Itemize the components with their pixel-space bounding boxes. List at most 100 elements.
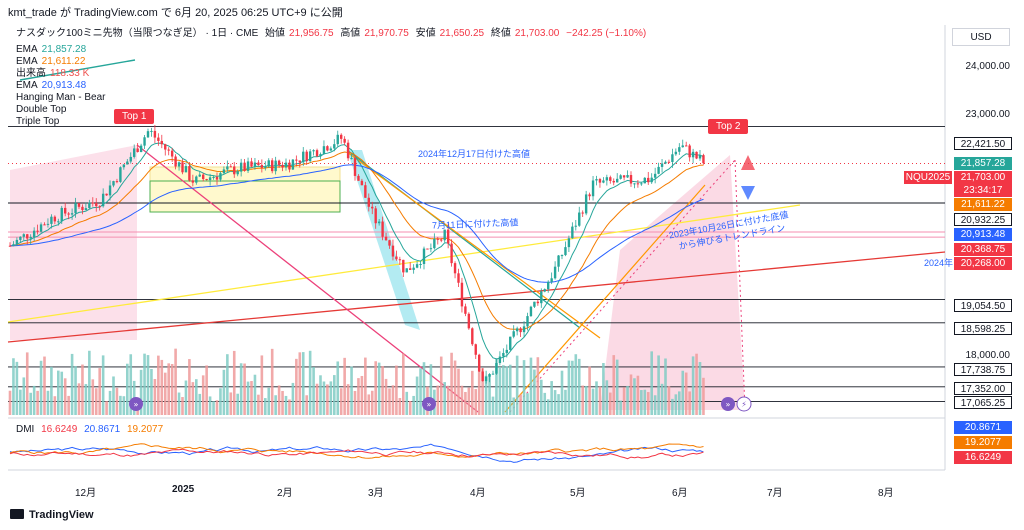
volume-bar: [684, 372, 688, 415]
legend-row[interactable]: Triple Top: [16, 116, 110, 128]
candle-body: [233, 166, 236, 175]
volume-bar: [243, 363, 246, 415]
legend-row[interactable]: EMA 20,913.48: [16, 80, 110, 92]
volume-bar: [74, 366, 77, 415]
volume-bar: [615, 359, 619, 415]
volume-bar: [67, 395, 70, 415]
candles: [8, 124, 705, 384]
candle-body: [671, 154, 674, 162]
legend-row[interactable]: EMA 21,857.28: [16, 44, 110, 56]
volume-bar: [439, 356, 443, 415]
candle-body: [246, 161, 250, 171]
candle-body: [146, 131, 150, 138]
volume-bar: [174, 348, 177, 415]
pink-trendline: [136, 144, 479, 413]
volume-bar: [212, 401, 215, 415]
volume-bar: [215, 400, 219, 415]
candle-body: [491, 373, 495, 375]
event-marker-icon[interactable]: »: [422, 397, 436, 411]
candle-body: [481, 371, 484, 382]
volume-bar: [481, 368, 484, 415]
legend-row[interactable]: Hanging Man - Bear: [16, 92, 110, 104]
orange-trendline-1: [346, 151, 601, 339]
volume-bar: [633, 378, 636, 415]
price-tag: 20,913.48: [954, 228, 1012, 241]
candle-body: [633, 183, 636, 185]
volume-bar: [319, 375, 322, 415]
tradingview-logo[interactable]: TradingView: [10, 509, 94, 521]
volume-bar: [405, 391, 409, 415]
x-tick-label: 8月: [878, 488, 894, 499]
event-marker-icon[interactable]: »: [129, 397, 143, 411]
price-tag: 20,368.75: [954, 243, 1012, 256]
candle-body: [43, 224, 46, 226]
volume-bar: [643, 389, 647, 415]
volume-bar: [301, 352, 305, 415]
candle-body: [26, 234, 29, 239]
volume-bar: [105, 401, 108, 415]
candle-body: [657, 166, 660, 174]
candle-body: [612, 180, 615, 183]
legend-name: 出来高: [16, 68, 46, 79]
volume-bar: [298, 352, 302, 415]
volume-bar: [377, 362, 381, 415]
candle-body: [260, 165, 264, 168]
candle-body: [126, 161, 129, 165]
change-value: −242.25 (−1.10%): [566, 28, 647, 39]
volume-bar: [415, 376, 419, 415]
volume-bar: [326, 384, 329, 415]
candle-body: [205, 179, 208, 181]
candle-body: [288, 162, 291, 170]
footer-text: TradingView: [29, 509, 94, 521]
candle-body: [195, 176, 198, 183]
candle-body: [202, 174, 205, 180]
volume-bar: [515, 355, 519, 415]
candle-body: [343, 138, 346, 143]
dec-high-annotation: 2024年12月17日付けた高値: [418, 149, 531, 159]
candle-body: [136, 148, 139, 153]
candle-body: [74, 203, 77, 214]
symbol-header: ナスダック100ミニ先物（当限つなぎ足） · 1日 · CME 始値 21,956…: [16, 28, 650, 40]
volume-bar: [581, 385, 584, 415]
volume-bar: [557, 394, 560, 415]
candle-body: [512, 331, 515, 337]
volume-bar: [650, 351, 653, 415]
candle-body: [57, 221, 60, 223]
candle-body: [415, 264, 419, 268]
volume-bar: [153, 378, 157, 415]
candle-body: [333, 144, 336, 149]
volume-bar: [657, 355, 660, 415]
candle-body: [419, 263, 422, 265]
volume-bar: [471, 370, 474, 415]
candle-body: [464, 306, 467, 314]
legend-row[interactable]: Double Top: [16, 104, 110, 116]
volume-bar: [29, 392, 32, 415]
dividend-marker-icon[interactable]: ⚡: [736, 396, 752, 412]
currency-selector[interactable]: USD: [952, 28, 1010, 46]
volume-bar: [246, 381, 250, 415]
volume-bar: [322, 381, 326, 415]
volume-bar: [77, 383, 81, 415]
price-tag: 19,054.50: [954, 299, 1012, 312]
price-tag: 21,857.28: [954, 157, 1012, 170]
candle-body: [367, 197, 370, 207]
candle-body: [157, 137, 160, 141]
price-tag: 21,611.22: [954, 198, 1012, 211]
legend-row[interactable]: 出来高 118.33 K: [16, 68, 110, 80]
volume-bar: [308, 350, 312, 415]
volume-bar: [274, 395, 277, 415]
candle-body: [22, 234, 25, 237]
volume-bar: [698, 362, 702, 415]
candle-body: [236, 171, 239, 175]
legend-name: Triple Top: [16, 116, 60, 127]
candle-body: [598, 179, 602, 183]
event-marker-icon[interactable]: »: [721, 397, 735, 411]
dmi-legend[interactable]: DMI 16.6249 20.8671 19.2077: [16, 424, 167, 436]
volume-bar: [474, 389, 478, 415]
dmi-tag: 16.6249: [954, 451, 1012, 464]
legend-row[interactable]: EMA 21,611.22: [16, 56, 110, 68]
volume-bar: [184, 380, 188, 415]
price-tag: 17,352.00: [954, 382, 1012, 395]
volume-bar: [226, 354, 229, 415]
